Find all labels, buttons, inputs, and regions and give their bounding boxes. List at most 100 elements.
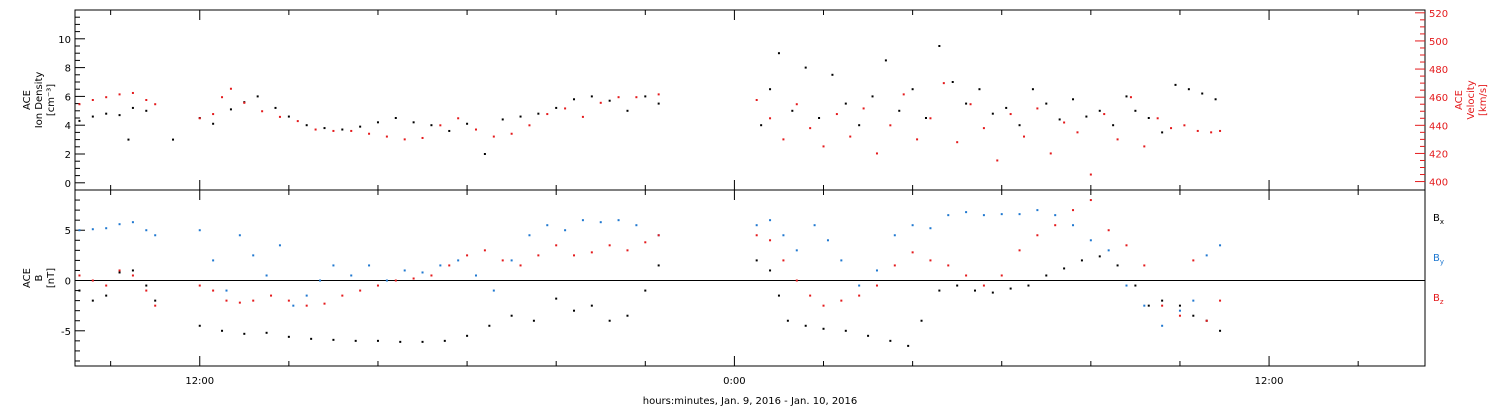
velocity-point [969, 103, 972, 106]
velocity-point [581, 115, 584, 118]
bfield-point-bx [118, 271, 121, 274]
density-point [1174, 83, 1177, 86]
density-point [818, 117, 821, 119]
bfield-point-by [1089, 239, 1092, 242]
time-axis: 12:00 0:00 12:00 [110, 10, 1359, 387]
bfield-point-by [225, 289, 228, 292]
bfield-point-bx [1219, 329, 1222, 332]
velocity-point [1023, 135, 1026, 138]
bfield-point-bx [198, 324, 201, 327]
bfield-point-by [528, 234, 531, 237]
bfield-point-bz [590, 251, 593, 254]
density-point [118, 114, 121, 117]
bfield-point-bz [893, 264, 896, 267]
bfield-point-by [238, 234, 241, 237]
bfield-point-by [893, 234, 896, 237]
bfield-point-bx [786, 319, 789, 322]
density-point [804, 66, 807, 69]
time-tick-label: 12:00 [1255, 376, 1284, 387]
bfield-point-bx [399, 340, 402, 343]
velocity-tick-label: 420 [1429, 149, 1448, 160]
velocity-point [474, 128, 477, 131]
bfield-point-by [91, 228, 94, 231]
bfield-point-bz [1089, 199, 1092, 202]
bfield-point-bz [1161, 304, 1164, 307]
density-point [91, 115, 94, 118]
bfield-point-bx [608, 319, 611, 322]
velocity-point [849, 135, 852, 138]
density-point [501, 118, 504, 121]
bfield-point-bz [198, 284, 201, 287]
velocity-point [439, 124, 442, 127]
bfield-point-bx [1063, 267, 1066, 270]
density-point [978, 88, 981, 91]
bfield-point-bz [1192, 259, 1195, 262]
density-point [1005, 106, 1008, 109]
bfield-point-bx [804, 324, 807, 327]
velocity-point [221, 96, 224, 99]
bfield-point-bz [947, 264, 950, 267]
velocity-point [368, 132, 371, 135]
density-point [466, 122, 469, 125]
velocity-point [1116, 138, 1119, 141]
bfield-point-by [1018, 213, 1021, 216]
density-point [898, 109, 901, 112]
bfield-point-by [1143, 304, 1146, 307]
bfield-point-bx [243, 332, 246, 335]
bfield-point-by [368, 264, 371, 267]
bfield-point-by [252, 254, 255, 257]
bfield-point-bx [1116, 264, 1119, 267]
velocity-point [1009, 113, 1012, 116]
velocity-tick-label: 500 [1429, 37, 1448, 48]
bfield-point-bz [1036, 234, 1039, 237]
legend: Bx By Bz [1433, 213, 1444, 306]
density-point [1161, 131, 1164, 134]
bfield-point-by [403, 269, 406, 272]
velocity-point [755, 99, 758, 101]
velocity-point [862, 107, 865, 110]
bfield-point-by [131, 221, 134, 224]
bfield-point-bz [118, 269, 121, 272]
density-point [1214, 98, 1217, 101]
bfield-point-bx [657, 264, 660, 267]
density-point [1072, 98, 1075, 101]
velocity-point [243, 101, 246, 104]
velocity-point [835, 113, 838, 116]
time-xlabel: hours:minutes, Jan. 9, 2016 - Jan. 10, 2… [643, 396, 858, 407]
bfield-point-bz [875, 284, 878, 287]
velocity-point [902, 93, 905, 96]
panel1-frame [74, 9, 1426, 191]
density-point [1058, 118, 1061, 121]
density-velocity-panel: 0 2 4 6 8 10 400 420 440 460 480 500 520 ACE Ion De… [22, 9, 1489, 191]
density-point [1018, 124, 1021, 127]
bfield-point-bz [91, 279, 94, 282]
bfield-point-by [947, 214, 950, 217]
bfield-point-by [332, 264, 335, 267]
velocity-tick-label: 440 [1429, 121, 1448, 132]
velocity-point [769, 117, 772, 120]
density-point [1085, 115, 1088, 118]
bfield-point-bz [573, 254, 576, 257]
legend-bx: Bx [1433, 213, 1444, 226]
bfield-point-bz [858, 294, 861, 297]
density-point [172, 138, 175, 141]
bfield-point-bz [1072, 209, 1075, 212]
panel2-frame [74, 189, 1426, 367]
bfield-point-bz [555, 244, 558, 247]
bfield-point-bx [376, 339, 379, 342]
bfield-point-bx [1009, 287, 1012, 290]
bfield-point-bz [1018, 249, 1021, 252]
velocity-point [314, 128, 317, 131]
density-point [145, 109, 148, 112]
bfield-point-bx [974, 289, 976, 292]
bfield-point-bz [394, 279, 397, 282]
bfield-point-bz [359, 289, 362, 292]
bfield-point-bx [310, 337, 313, 340]
bfield-point-bx [1080, 259, 1083, 262]
density-point [341, 128, 344, 131]
bfield-point-by [769, 219, 772, 222]
velocity-point [809, 127, 812, 130]
bfield-point-bz [270, 294, 273, 297]
velocity-tick-label: 480 [1429, 65, 1448, 76]
density-point [1201, 92, 1204, 95]
